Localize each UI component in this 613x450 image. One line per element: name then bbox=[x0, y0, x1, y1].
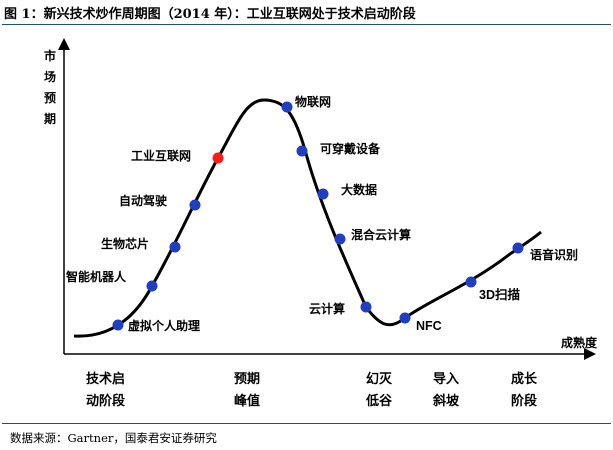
stage-plateau-productivity: 成长 阶段 bbox=[511, 372, 538, 409]
point-label-industrial-internet: 工业互联网 bbox=[131, 149, 192, 163]
point-label-cloud-computing: 云计算 bbox=[309, 302, 346, 316]
curve-point-marker bbox=[360, 301, 372, 313]
curve-point-marker bbox=[169, 241, 181, 253]
curve-point-marker bbox=[189, 199, 201, 211]
point-label-nfc: NFC bbox=[416, 319, 442, 333]
source-note: 数据来源：Gartner，国泰君安证券研究 bbox=[10, 431, 217, 445]
point-label-iot: 物联网 bbox=[295, 95, 332, 109]
curve-point-marker bbox=[112, 319, 124, 331]
curve-point-marker bbox=[317, 188, 329, 200]
point-label-biochip: 生物芯片 bbox=[101, 237, 150, 251]
curve-point-marker bbox=[146, 280, 158, 292]
hype-curve bbox=[73, 98, 542, 338]
point-label-big-data: 大数据 bbox=[341, 183, 378, 197]
y-axis-label: 市场预期 bbox=[44, 49, 57, 126]
stage-peak-expectations: 预期 峰值 bbox=[234, 372, 261, 409]
title-rule bbox=[2, 24, 611, 25]
stage-slope-enlightenment: 导入 斜坡 bbox=[433, 372, 460, 409]
stage-technology-trigger: 技术启 动阶段 bbox=[86, 372, 126, 409]
curve-point-marker bbox=[296, 145, 308, 157]
point-label-virtual-assistant: 虚拟个人助理 bbox=[128, 319, 201, 333]
stage-trough-disillusionment: 幻灭 低谷 bbox=[366, 372, 393, 409]
curve-point-marker bbox=[281, 101, 293, 113]
point-label-wearables: 可穿戴设备 bbox=[320, 142, 381, 156]
point-label-hybrid-cloud: 混合云计算 bbox=[351, 228, 412, 242]
x-axis-label: 成熟度 bbox=[561, 336, 598, 350]
curve-point-marker bbox=[465, 276, 477, 288]
figure-title: 图 1：新兴技术炒作周期图（2014 年）：工业互联网处于技术启动阶段 bbox=[4, 7, 416, 22]
point-label-3d-scanning: 3D扫描 bbox=[479, 288, 520, 302]
footer-rule bbox=[2, 423, 611, 424]
curve-point-marker bbox=[512, 242, 524, 254]
point-label-autonomous-driving: 自动驾驶 bbox=[119, 194, 168, 208]
curve-point-marker bbox=[334, 233, 346, 245]
point-label-smart-robot: 智能机器人 bbox=[66, 270, 127, 284]
point-label-speech-recognition: 语音识别 bbox=[530, 248, 579, 262]
curve-point-marker bbox=[399, 312, 411, 324]
curve-point-marker bbox=[212, 152, 224, 164]
